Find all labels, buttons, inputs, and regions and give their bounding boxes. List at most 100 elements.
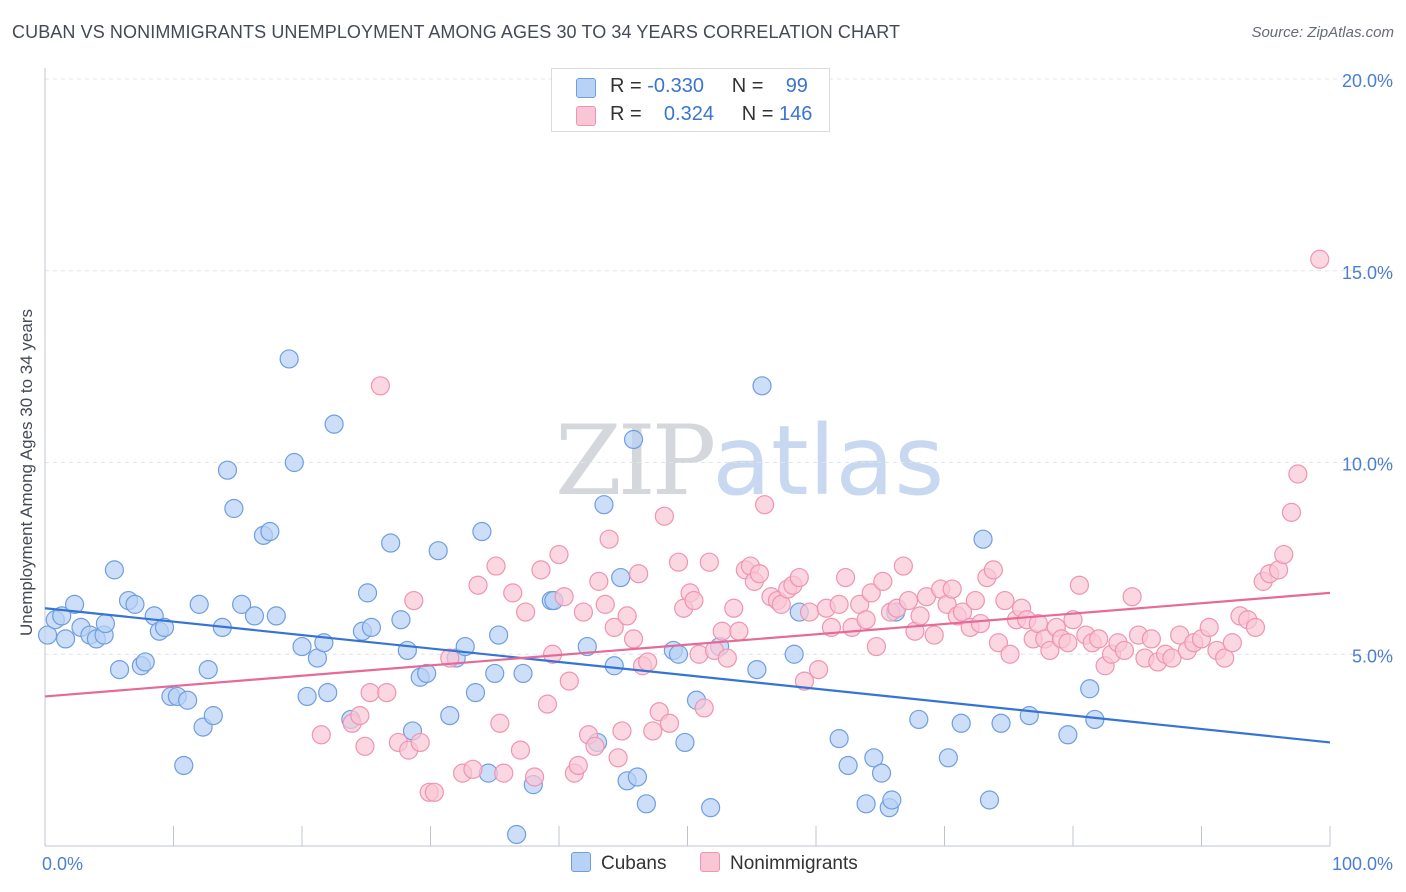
nonimmigrants-point <box>494 763 514 783</box>
cubans-point <box>154 617 175 638</box>
y-tick-label: 10.0% <box>1342 455 1393 475</box>
nonimmigrants-point <box>531 560 551 580</box>
correlation-legend: R = -0.330 N = 99 R = 0.324 N = 146 <box>551 68 830 132</box>
cubans-point <box>189 594 209 614</box>
cubans-point <box>318 682 338 703</box>
cubans-point <box>838 755 858 776</box>
legend-n-value: 99 <box>785 75 808 97</box>
nonimmigrants-point <box>355 736 375 756</box>
nonimmigrants-point <box>1040 640 1060 661</box>
nonimmigrants-point <box>808 659 829 680</box>
nonimmigrants-point <box>599 529 619 549</box>
nonimmigrants-point <box>608 748 628 768</box>
nonimmigrants-point <box>410 732 430 753</box>
bottom-legend-cubans: Cubans <box>571 852 667 875</box>
cubans-point <box>135 652 155 672</box>
bottom-legend-nonimmigrants: Nonimmigrants <box>700 852 858 875</box>
cubans-point <box>668 644 689 664</box>
nonimmigrants-point <box>515 602 536 622</box>
nonimmigrants-swatch <box>576 106 596 126</box>
cubans-point <box>611 567 631 588</box>
nonimmigrants-point <box>970 613 991 634</box>
nonimmigrants-point <box>404 590 424 611</box>
nonimmigrants-point <box>794 671 815 691</box>
cubans-point <box>178 690 198 710</box>
axes <box>44 68 1331 847</box>
cubans-point <box>465 682 486 703</box>
nonimmigrants-point <box>754 495 775 515</box>
nonimmigrants-point <box>629 564 649 584</box>
cubans-point <box>279 349 299 369</box>
nonimmigrants-point <box>638 652 658 672</box>
grid-lines <box>45 78 1395 655</box>
y-tick-label: 5.0% <box>1352 646 1393 666</box>
nonimmigrants-point <box>503 583 523 603</box>
nonimmigrants-point <box>866 636 886 657</box>
cubans-point <box>784 644 804 664</box>
nonimmigrants-point <box>424 782 444 802</box>
cubans-point <box>174 755 194 776</box>
nonimmigrants-point <box>789 567 809 588</box>
nonimmigrants-point <box>1222 633 1242 653</box>
nonimmigrants-point <box>554 587 574 607</box>
cubans-point <box>856 794 876 814</box>
cubans-point <box>217 460 238 480</box>
cubans-point <box>232 594 252 614</box>
nonimmigrants-point <box>668 552 689 572</box>
cubans-point <box>428 541 448 561</box>
nonimmigrants-point <box>1215 648 1235 668</box>
cubans-point <box>357 583 378 603</box>
cubans-point <box>1058 725 1078 745</box>
nonimmigrants-point <box>942 579 962 599</box>
nonimmigrants-point <box>659 713 680 733</box>
cubans-legend-label: Cubans <box>601 853 667 874</box>
cubans-point <box>224 498 244 519</box>
cubans-point <box>324 414 344 434</box>
cubans-point <box>882 790 902 810</box>
nonimmigrants-point <box>468 575 488 595</box>
nonimmigrants-point <box>699 552 719 572</box>
nonimmigrants-point <box>510 740 531 760</box>
nonimmigrants-point <box>965 590 985 611</box>
cubans-point <box>361 617 381 638</box>
cubans-point <box>829 729 849 749</box>
nonimmigrants-point <box>537 694 558 714</box>
cubans-point <box>472 521 492 542</box>
legend-r-value: 0.324 <box>663 103 714 125</box>
cubans-point <box>203 706 223 726</box>
nonimmigrants-point <box>654 506 674 526</box>
cubans-point <box>381 533 401 553</box>
nonimmigrants-point <box>559 671 579 691</box>
nonimmigrants-point <box>717 648 737 668</box>
nonimmigrants-point <box>684 590 704 611</box>
nonimmigrants-point <box>1162 648 1182 668</box>
nonimmigrants-point <box>712 621 732 641</box>
cubans-point <box>95 613 115 634</box>
axis-labels: 5.0% 10.0% 15.0% 20.0% 0.0% 100.0% Unemploymen… <box>17 71 1393 874</box>
cubans-legend-swatch <box>571 852 591 872</box>
nonimmigrants-point <box>1274 544 1294 565</box>
nonimmigrants-point <box>910 606 930 626</box>
nonimmigrants-point <box>370 376 390 396</box>
nonimmigrants-point <box>360 682 380 703</box>
cubans-point <box>391 610 411 630</box>
nonimmigrants-point <box>589 571 609 591</box>
cubans-point <box>675 732 695 753</box>
cubans-point <box>506 824 527 845</box>
cubans-point <box>292 636 312 657</box>
nonimmigrants-point <box>1141 629 1161 649</box>
nonimmigrants-point <box>988 633 1009 653</box>
nonimmigrants-point <box>1058 633 1078 653</box>
nonimmigrants-points <box>311 249 1330 802</box>
nonimmigrants-point <box>861 583 881 603</box>
cubans-point <box>417 663 437 684</box>
cubans-point <box>64 594 85 614</box>
nonimmigrants-point <box>729 621 749 641</box>
x-tick-label: 0.0% <box>42 854 83 874</box>
cubans-point <box>125 594 145 614</box>
cubans-point <box>397 640 417 661</box>
nonimmigrants-point <box>1122 587 1142 607</box>
nonimmigrants-point <box>924 625 944 645</box>
nonimmigrants-point <box>1114 640 1135 661</box>
cubans-point <box>489 625 509 645</box>
